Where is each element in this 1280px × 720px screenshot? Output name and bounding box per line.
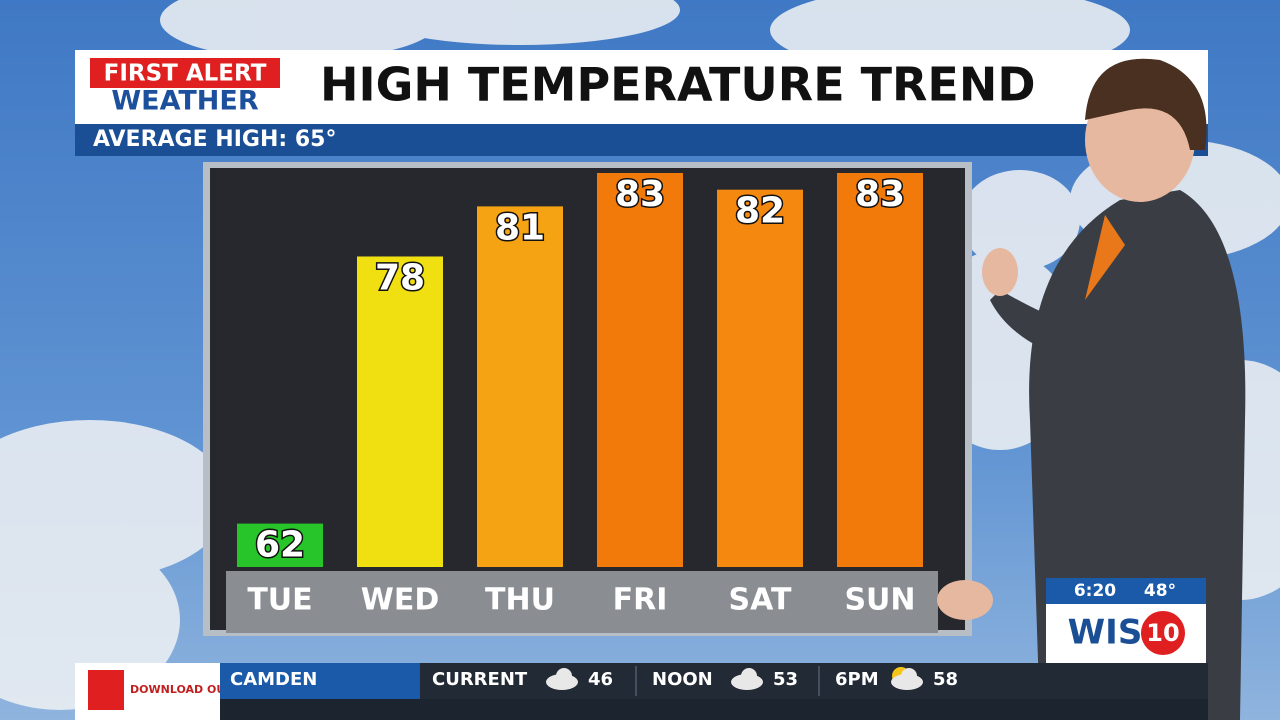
x-tick-label: TUE [247, 583, 312, 618]
x-tick-label: FRI [613, 583, 668, 618]
bug-station: WIS [1068, 613, 1143, 653]
bar [837, 173, 923, 567]
bar [237, 523, 323, 567]
bug-channel: 10 [1146, 619, 1179, 647]
x-tick-label: WED [361, 583, 440, 618]
cloud-icon [901, 668, 917, 684]
brand-bottom: WEATHER [111, 86, 258, 117]
value-label: 82 [735, 191, 785, 232]
ticker-strip [420, 663, 1208, 699]
value-label: 81 [495, 207, 545, 248]
ticker-value: 46 [588, 669, 613, 690]
x-tick-label: SUN [844, 583, 915, 618]
value-label: 62 [255, 525, 305, 566]
ticker-lower [220, 699, 1208, 720]
bar [477, 206, 563, 567]
ticker-label: NOON [652, 669, 713, 690]
ticker-value: 58 [933, 669, 958, 690]
bar [597, 173, 683, 567]
ticker-city: CAMDEN [230, 669, 317, 690]
bug-top [1046, 578, 1206, 604]
x-tick-label: SAT [729, 583, 792, 618]
ticker-value: 53 [773, 669, 798, 690]
cloud-icon [741, 668, 757, 684]
ticker-label: CURRENT [432, 669, 528, 690]
chart-title: HIGH TEMPERATURE TREND [320, 58, 1036, 112]
app-icon [88, 670, 124, 710]
value-label: 78 [375, 257, 425, 298]
bug-temp: 48° [1144, 581, 1176, 601]
chart-subtitle: AVERAGE HIGH: 65° [93, 127, 336, 152]
bug-time: 6:20 [1074, 581, 1116, 601]
value-label: 83 [615, 174, 665, 215]
ticker-city-box [220, 663, 420, 699]
subtitle-bar [75, 124, 1208, 156]
value-label: 83 [855, 174, 905, 215]
ticker-label: 6PM [835, 669, 879, 690]
ticker-items: CURRENT 46 NOON 53 6PM 58 [432, 666, 958, 696]
bar [717, 189, 803, 567]
chart: 62 TUE 78 WED 81 THU 83 FRI 82 SAT 83 SUN [237, 173, 923, 618]
category-strip [226, 571, 938, 633]
brand-top: FIRST ALERT [104, 61, 267, 87]
logo-red [90, 58, 280, 88]
cloud-icon [556, 668, 572, 684]
bar [357, 256, 443, 567]
bug-circle [1141, 611, 1185, 655]
x-tick-label: THU [485, 583, 555, 618]
